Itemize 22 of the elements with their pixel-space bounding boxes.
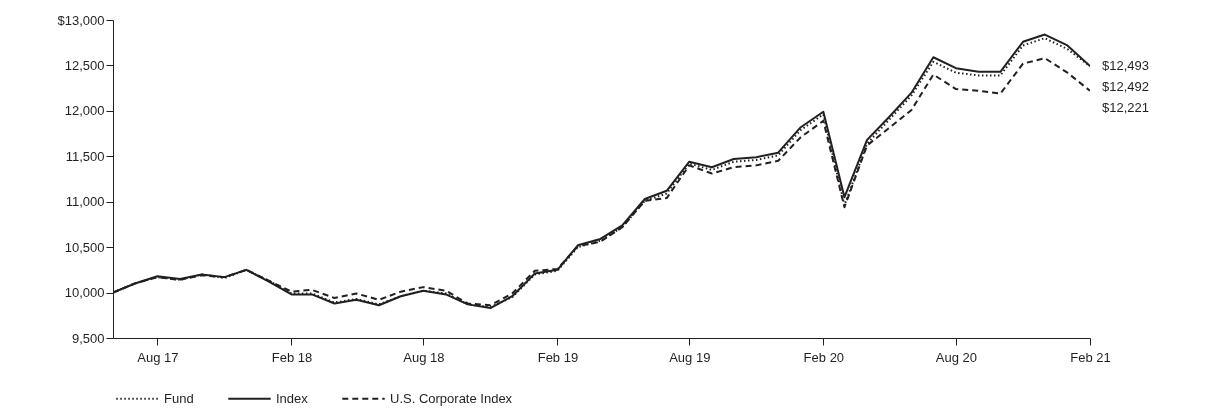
annotation: $12,493 — [1102, 58, 1149, 74]
y-tick-label: 12,500 — [64, 57, 105, 73]
legend-label: Fund — [164, 390, 194, 406]
y-tick-label: 11,000 — [65, 194, 105, 210]
x-tick-label: Aug 18 — [403, 349, 445, 365]
y-tick-label: $13,000 — [57, 12, 105, 28]
y-tick-label: 10,000 — [64, 285, 105, 301]
x-tick-label: Feb 20 — [803, 349, 845, 365]
legend-label: Index — [276, 390, 309, 406]
x-tick-label: Feb 18 — [271, 349, 313, 365]
y-tick-label: 12,000 — [64, 103, 105, 119]
x-tick-label: Aug 19 — [669, 349, 711, 365]
y-tick-label: 11,500 — [65, 148, 105, 164]
annotation: $12,492 — [1102, 79, 1149, 95]
x-tick-label: Aug 20 — [935, 349, 978, 365]
x-tick-label: Feb 19 — [537, 349, 579, 365]
annotation: $12,221 — [1102, 100, 1149, 116]
legend-label: U.S. Corporate Index — [390, 390, 513, 406]
x-tick-label: Aug 17 — [137, 349, 179, 365]
y-tick-label: 10,500 — [64, 239, 105, 255]
x-tick-label: Feb 21 — [1070, 349, 1111, 365]
y-tick-label: 9,500 — [71, 330, 105, 346]
